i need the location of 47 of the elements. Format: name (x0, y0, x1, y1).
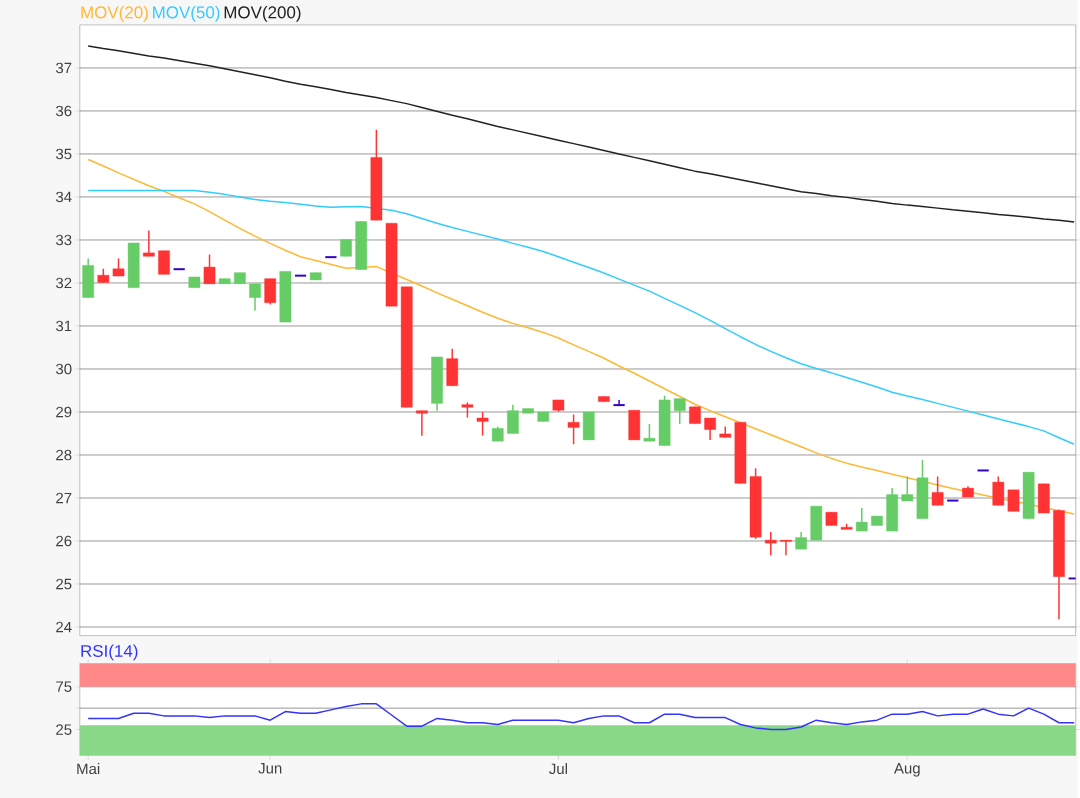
candlestick (780, 539, 792, 556)
x-tick-label: Mai (77, 762, 100, 774)
candlestick (992, 475, 1005, 506)
candlestick (931, 475, 944, 506)
y-tick-label: 33 (56, 234, 72, 246)
y-tick-label: 75 (56, 681, 72, 692)
candlestick (855, 507, 868, 532)
y-tick-label: 34 (56, 191, 72, 203)
candlestick (203, 253, 216, 285)
candlestick (293, 274, 308, 277)
y-tick-label: 36 (56, 105, 72, 117)
y-tick-label: 27 (56, 492, 72, 504)
candlestick (901, 475, 914, 502)
y-tick-label: 35 (56, 148, 72, 160)
candlestick (612, 399, 626, 406)
candlestick (324, 256, 338, 259)
y-tick-label: 24 (56, 621, 72, 633)
text: MOV(20) (81, 5, 148, 22)
candlestick (673, 397, 686, 425)
candlestick (158, 249, 170, 275)
candlestick (1007, 488, 1020, 512)
candlestick (507, 403, 519, 435)
x-tick-label: Jun (258, 762, 282, 774)
candlestick (764, 531, 777, 556)
chart-title: RSI(14) (81, 644, 138, 661)
y-tick-label: 31 (56, 320, 72, 332)
candlestick (143, 229, 155, 257)
candlestick (976, 469, 990, 472)
x-tick-label: Jul (549, 762, 567, 774)
text: MOV(50) (153, 5, 220, 22)
candlestick (567, 413, 580, 445)
y-tick-label: 26 (56, 535, 72, 547)
y-tick-label: 37 (56, 62, 72, 74)
candlestick (946, 499, 960, 502)
candlestick (172, 268, 186, 271)
y-tick-label: 25 (56, 578, 72, 590)
candlestick (416, 409, 428, 437)
candlestick (476, 411, 489, 437)
y-tick-label: 32 (56, 277, 72, 289)
y-tick-label: 25 (56, 724, 72, 735)
y-tick-label: 30 (56, 363, 72, 375)
x-tick-label: Aug (894, 762, 920, 777)
y-tick-label: 28 (56, 449, 72, 461)
candlestick (249, 282, 261, 312)
text: MOV(200) (224, 5, 301, 22)
candlestick (704, 417, 716, 441)
y-tick-label: 29 (56, 406, 72, 418)
